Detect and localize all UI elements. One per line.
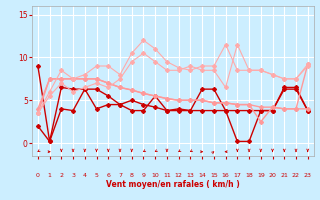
X-axis label: Vent moyen/en rafales ( km/h ): Vent moyen/en rafales ( km/h ) <box>106 180 240 189</box>
